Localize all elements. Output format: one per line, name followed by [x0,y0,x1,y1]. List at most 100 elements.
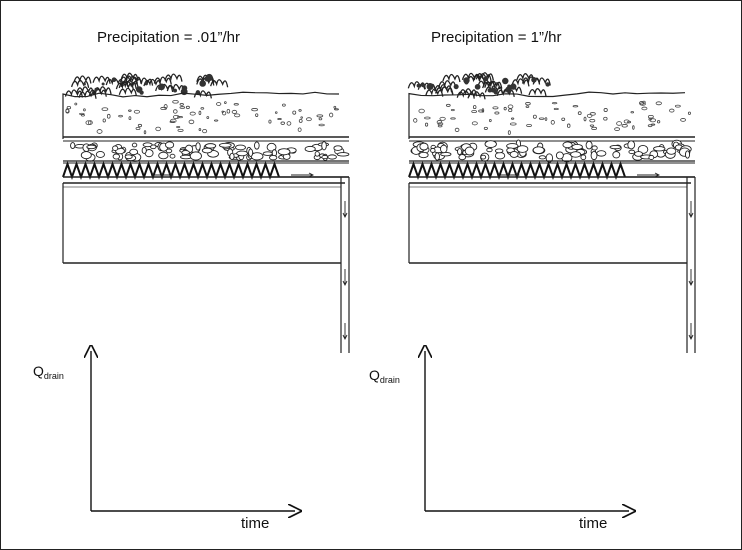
plant-tuft [118,87,137,96]
soil-particle [198,128,202,132]
gravel-stone [333,145,343,151]
gravel-stone [570,151,582,158]
plant-tuft [438,80,457,89]
gravel-stone [142,142,153,148]
soil-particle [298,118,303,123]
soil-surface [62,91,340,98]
plant-tuft [64,89,84,98]
plant-tuft [75,86,95,95]
plant-tuft [153,76,172,85]
gravel-stone [627,140,636,150]
downflow-arrow [688,323,694,341]
soil-particle [437,122,444,126]
gravel-stone [141,146,147,154]
plant-tuft [459,88,478,97]
soil-particle [224,101,227,104]
soil-particle [572,105,579,108]
soil-particle [255,113,259,117]
plant-tuft [433,84,453,93]
soil-particle [316,114,324,118]
soil-particle [172,100,179,104]
gravel-stone [304,145,316,152]
foliage-dot [502,77,509,85]
gravel-stone [634,151,644,157]
gravel-stone [440,144,448,154]
gravel-stone [124,154,133,160]
soil-particle [292,110,297,115]
soil-particle [333,105,337,109]
foliage-dot [135,86,143,93]
soil-particle [179,106,186,109]
soil-particle [647,124,653,128]
hydrograph-axes [415,345,645,521]
gravel-stone [181,150,190,155]
plant-tuft [407,81,426,90]
soil-particle [96,129,103,134]
gravel-layer [63,140,350,162]
foliage-dot [101,82,105,86]
soil-particle [102,118,106,123]
foliage-dot [487,88,493,93]
gravel-stone [248,148,254,157]
foliage-dot [173,88,178,93]
gravel-stone [516,145,529,153]
soil-particle [216,102,222,106]
soil-particle [231,109,238,114]
gravel-stone [494,148,504,154]
drainage-layer [62,160,349,181]
foliage-dot [453,84,459,90]
plant-tuft [120,79,139,88]
soil-particle [603,116,608,121]
plant-tuft [120,72,139,81]
soil-particle [621,124,628,128]
soil-particle [189,111,196,116]
gravel-stone [321,141,327,151]
gravel-stone [112,153,120,160]
soil-particle [274,111,278,114]
soil-particle [318,123,325,127]
gravel-stone [327,154,337,160]
soil-particle [87,120,93,125]
soil-particle [128,116,132,121]
gravel-stone [418,151,429,159]
gravel-stone [609,144,622,150]
soil-particle [503,106,507,111]
precipitation-label: Precipitation = .01”/hr [97,29,240,46]
gravel-stone [314,151,320,157]
gravel-stone [653,146,666,152]
gravel-stone [158,151,169,160]
gravel-stone [321,155,329,160]
plant-tuft [92,75,111,84]
soil-particle [160,106,167,111]
plant-tuft [473,73,492,82]
gravel-stone [538,155,547,160]
soil-particle [525,105,530,108]
soil-particle [614,127,621,131]
soil-particle [544,117,548,121]
soil-particle [494,111,500,115]
gravel-stone [532,146,545,155]
plant-tuft [143,78,162,88]
soil-particle [471,110,478,113]
soil-particle [553,107,559,111]
soil-particle [176,125,181,129]
green-roof-cross-section [407,72,696,353]
soil-particle [213,119,219,122]
downflow-arrow [342,269,348,287]
plant-tuft [134,77,154,86]
soil-particle [538,117,545,120]
vegetation-layer [407,72,551,100]
plant-tuft [210,79,229,88]
soil-particle [155,126,161,132]
soil-particle [632,125,635,130]
gravel-stone [70,142,76,150]
soil-particle [106,113,111,119]
foliage-dot [426,82,434,91]
soil-particle [439,116,446,121]
soil-particle [526,123,532,127]
gravel-stone [112,145,119,151]
soil-particle [488,118,492,123]
soil-particle [642,100,646,104]
plant-tuft [155,83,174,93]
right-panel: Precipitation = 1”/hr Qdrain time [347,1,707,549]
